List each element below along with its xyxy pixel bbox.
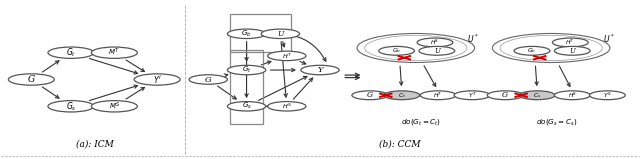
Text: Y: Y (317, 66, 323, 74)
Circle shape (48, 47, 94, 58)
Text: $do(G_s = C_s)$: $do(G_s = C_s)$ (536, 117, 577, 127)
Circle shape (357, 34, 474, 62)
Circle shape (519, 91, 555, 100)
Text: U: U (277, 30, 284, 38)
Circle shape (301, 65, 339, 75)
Circle shape (261, 29, 300, 38)
Text: $H^T$: $H^T$ (433, 91, 443, 100)
Text: $Y^l$: $Y^l$ (153, 73, 161, 86)
Text: $M^T$: $M^T$ (108, 47, 120, 58)
Text: $C_t$: $C_t$ (398, 91, 406, 100)
Circle shape (352, 91, 388, 100)
Text: G: G (28, 75, 35, 84)
Text: $H^S$: $H^S$ (568, 91, 577, 100)
Circle shape (227, 65, 266, 75)
Circle shape (384, 91, 420, 100)
Text: $Y^T$: $Y^T$ (468, 91, 476, 100)
Circle shape (419, 46, 455, 55)
Text: (b): CCM: (b): CCM (379, 140, 420, 149)
Text: $U^*$: $U^*$ (467, 32, 479, 45)
Circle shape (420, 91, 456, 100)
Text: $H^S$: $H^S$ (282, 102, 292, 111)
Text: $H^S$: $H^S$ (430, 38, 440, 47)
Text: $M^S$: $M^S$ (109, 101, 120, 112)
Text: $H^T$: $H^T$ (566, 38, 575, 47)
Circle shape (554, 46, 590, 55)
Text: $U^*$: $U^*$ (603, 32, 614, 45)
Circle shape (379, 46, 415, 55)
Circle shape (554, 91, 590, 100)
Circle shape (227, 102, 266, 111)
Circle shape (227, 29, 266, 38)
Circle shape (589, 91, 625, 100)
Circle shape (8, 74, 54, 85)
Text: G: G (502, 91, 508, 99)
Text: $G_b$: $G_b$ (527, 46, 536, 55)
Circle shape (134, 74, 180, 85)
Circle shape (189, 75, 227, 84)
Text: G: G (205, 76, 212, 83)
Circle shape (454, 91, 490, 100)
Circle shape (268, 51, 306, 61)
Text: $G_b$: $G_b$ (241, 29, 252, 39)
Text: (a): ICM: (a): ICM (76, 140, 113, 149)
Circle shape (487, 91, 523, 100)
Text: G: G (367, 91, 373, 99)
Circle shape (92, 101, 138, 112)
Text: $do(G_t = C_t)$: $do(G_t = C_t)$ (401, 117, 441, 127)
Circle shape (552, 38, 588, 47)
Text: $G_s$: $G_s$ (242, 101, 252, 111)
Circle shape (417, 38, 453, 47)
Circle shape (48, 101, 94, 112)
Circle shape (492, 34, 610, 62)
Circle shape (92, 47, 138, 58)
Text: $H^T$: $H^T$ (282, 51, 292, 61)
Text: $G_s$: $G_s$ (66, 100, 76, 113)
Text: U: U (434, 47, 440, 55)
Text: $C_s$: $C_s$ (533, 91, 541, 100)
Text: $G_t$: $G_t$ (66, 46, 76, 59)
Text: $Y^S$: $Y^S$ (603, 91, 612, 100)
Text: U: U (570, 47, 575, 55)
Text: $G_b$: $G_b$ (392, 46, 401, 55)
Text: $G_t$: $G_t$ (242, 65, 252, 75)
Circle shape (514, 46, 550, 55)
Circle shape (268, 102, 306, 111)
